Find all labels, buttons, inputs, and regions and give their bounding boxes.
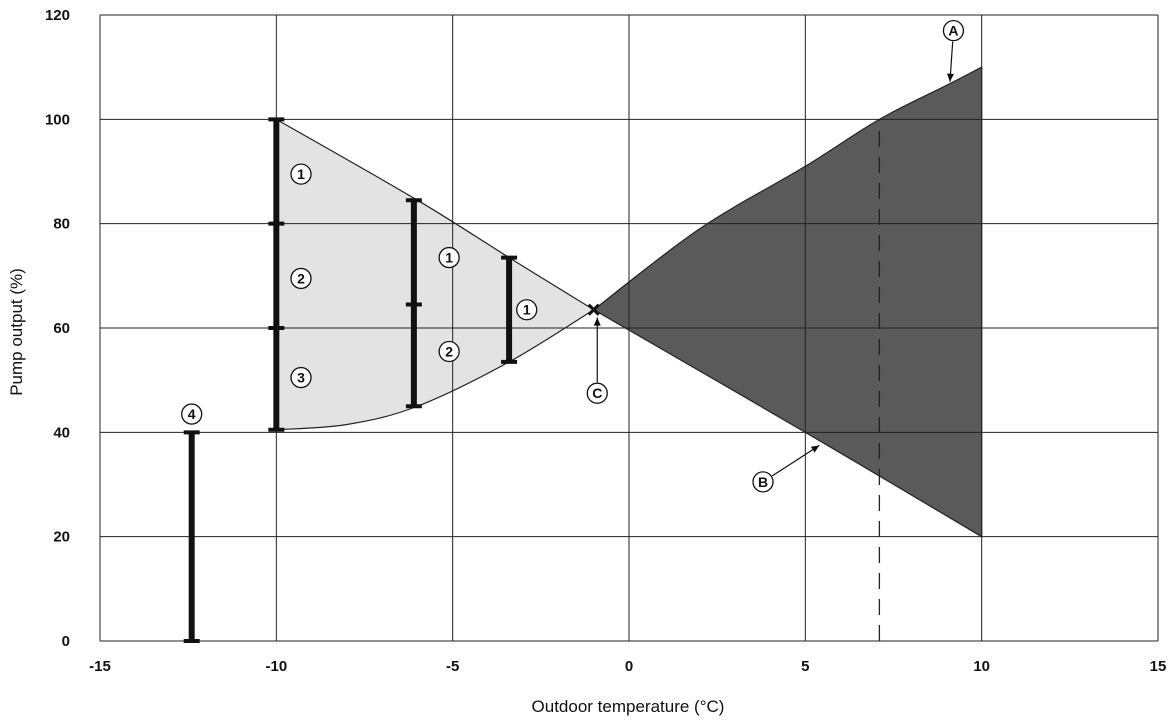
circle-marker [290,163,312,185]
y-tick-label: 100 [45,111,70,128]
chart-bars [183,117,518,643]
chart-circle-markers: 1 2 3 1 2 1 4 [181,163,538,425]
circle-marker-label: 2 [445,343,453,359]
crossover-point-marker [587,303,600,316]
chart-regions [275,66,983,538]
y-tick-label: 80 [53,216,70,233]
dark-region [592,66,983,538]
x-tick-label: 10 [973,658,990,675]
x-tick-label: -15 [89,658,111,675]
x-axis-label: Outdoor temperature (°C) [532,697,725,716]
annotation-label: A [948,23,958,39]
annotation-arrow-line [771,444,820,477]
x-tick-label: -5 [446,658,459,675]
annotation-circle [586,382,608,404]
circle-marker [290,267,312,290]
chart-grid [99,14,1159,642]
circle-marker [438,246,460,269]
annotation-circle [752,471,774,493]
circle-marker [438,340,460,363]
annotation-label: C [592,385,602,401]
x-tick-label: -10 [265,658,287,675]
circle-marker-label: 1 [523,302,531,318]
circle-marker [181,403,203,425]
x-tick-label: 0 [625,658,633,675]
annotation-label: B [758,474,768,490]
x-tick-label: 5 [801,658,809,675]
y-tick-label: 20 [53,529,70,546]
x-tick-label: 15 [1150,658,1167,675]
annotation-arrowhead [946,73,954,82]
annotation-arrowhead [593,317,601,326]
circle-marker-label: 3 [297,370,305,386]
y-tick-label: 40 [53,424,70,441]
y-tick-label: 120 [45,7,70,24]
annotation-circle [942,19,965,42]
circle-marker [290,366,312,389]
circle-marker-label: 1 [445,250,453,266]
light-region [275,118,595,431]
chart-tick-labels: -15 -10 -5 0 5 10 15 0 20 40 60 80 100 120 [45,7,1166,675]
y-tick-label: 0 [62,633,70,650]
circle-marker [516,299,538,321]
y-tick-label: 60 [53,320,70,337]
circle-marker-label: 1 [297,166,305,182]
circle-marker-label: 2 [297,270,305,286]
chart-annotations: A B C [586,19,965,493]
annotation-arrowhead [810,445,820,453]
y-axis-label: Pump output (%) [7,268,26,396]
circle-marker-label: 4 [188,406,196,422]
